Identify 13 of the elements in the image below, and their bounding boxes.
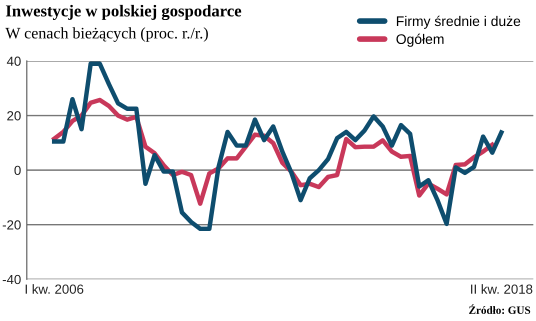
line-series — [52, 61, 504, 232]
y-tick-label: -20 — [2, 220, 21, 230]
legend-label: Firmy średnie i duże — [396, 16, 520, 29]
y-tick-label: -40 — [2, 274, 21, 284]
chart-subtitle: W cenach bieżących (proc. r./r.) — [5, 27, 208, 42]
x-tick-label: I kw. 2006 — [26, 284, 84, 294]
y-tick-label: 0 — [14, 166, 21, 176]
text: Źródło: GUS — [469, 304, 530, 314]
y-tick-label: 40 — [6, 56, 21, 66]
chart-title: Inwestycje w polskiej gospodarce — [6, 4, 242, 20]
x-tick-label: II kw. 2018 — [471, 284, 532, 294]
legend-label: Ogółem — [396, 34, 444, 47]
y-tick-label: 20 — [7, 111, 21, 120]
